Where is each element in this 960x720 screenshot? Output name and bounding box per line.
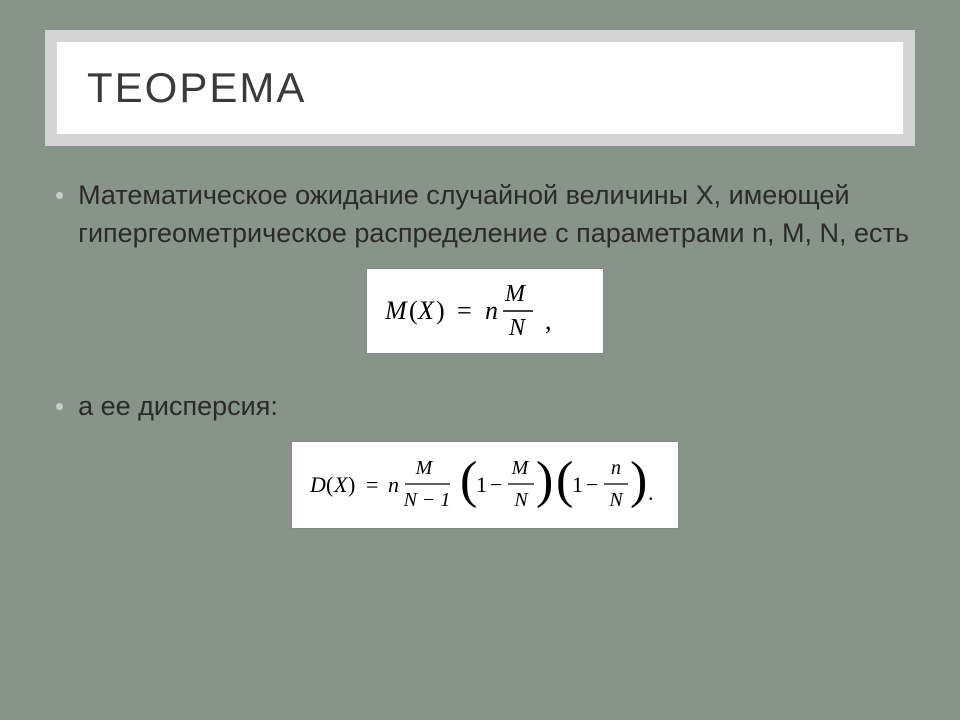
formula-p1-den: N [513, 489, 529, 511]
slide-title: ТЕОРЕМА [87, 64, 873, 112]
formula-paren: ( [556, 452, 573, 509]
formula-text: D [310, 472, 326, 497]
bullet-item: • Математическое ожидание случайной вели… [55, 176, 915, 252]
bullet-text: Математическое ожидание случайной величи… [78, 176, 915, 252]
header-box: ТЕОРЕМА [45, 30, 915, 146]
bullet-marker-icon: • [55, 176, 64, 214]
bullet-text: а ее дисперсия: [78, 387, 278, 425]
formula-variance-container: D ( X ) = n M N − 1 ( 1 − M N ) [55, 441, 915, 534]
formula-text: − [586, 472, 598, 497]
formula-text: n [388, 472, 399, 497]
formula-paren: ( [460, 452, 477, 509]
formula-text: ( [326, 472, 333, 497]
formula-text: M [385, 296, 408, 325]
formula-expectation-box: M ( X ) = n M N , [366, 268, 604, 354]
formula-frac1-num: M [415, 457, 434, 479]
formula-trailing: , [545, 306, 552, 335]
formula-p2-den: N [608, 489, 624, 511]
bullet-item: • а ее дисперсия: [55, 387, 915, 425]
formula-text: ) [348, 472, 355, 497]
slide-container: ТЕОРЕМА • Математическое ожидание случай… [0, 0, 960, 720]
formula-text: 1 [476, 472, 487, 497]
formula-variance-box: D ( X ) = n M N − 1 ( 1 − M N ) [291, 441, 679, 529]
bullet-marker-icon: • [55, 387, 64, 425]
formula-text: ) [436, 296, 445, 325]
formula-frac-num: M [504, 281, 527, 307]
content-area: • Математическое ожидание случайной вели… [45, 176, 915, 534]
formula-paren: ) [536, 452, 553, 509]
formula-p1-num: M [511, 457, 530, 479]
formula-trailing: . [648, 480, 654, 505]
formula-variance-svg: D ( X ) = n M N − 1 ( 1 − M N ) [310, 452, 660, 518]
formula-paren: ) [630, 452, 647, 509]
formula-expectation-svg: M ( X ) = n M N , [385, 279, 585, 343]
formula-text: n [485, 296, 498, 325]
formula-text: ( [409, 296, 418, 325]
formula-text: X [417, 296, 435, 325]
formula-text: − [490, 472, 502, 497]
formula-text: 1 [572, 472, 583, 497]
formula-text: = [457, 296, 472, 325]
formula-text: = [366, 472, 378, 497]
formula-frac1-den: N − 1 [403, 489, 451, 511]
formula-frac-den: N [508, 315, 527, 341]
formula-p2-num: n [611, 457, 621, 479]
formula-text: X [333, 472, 349, 497]
formula-expectation-container: M ( X ) = n M N , [55, 268, 915, 359]
